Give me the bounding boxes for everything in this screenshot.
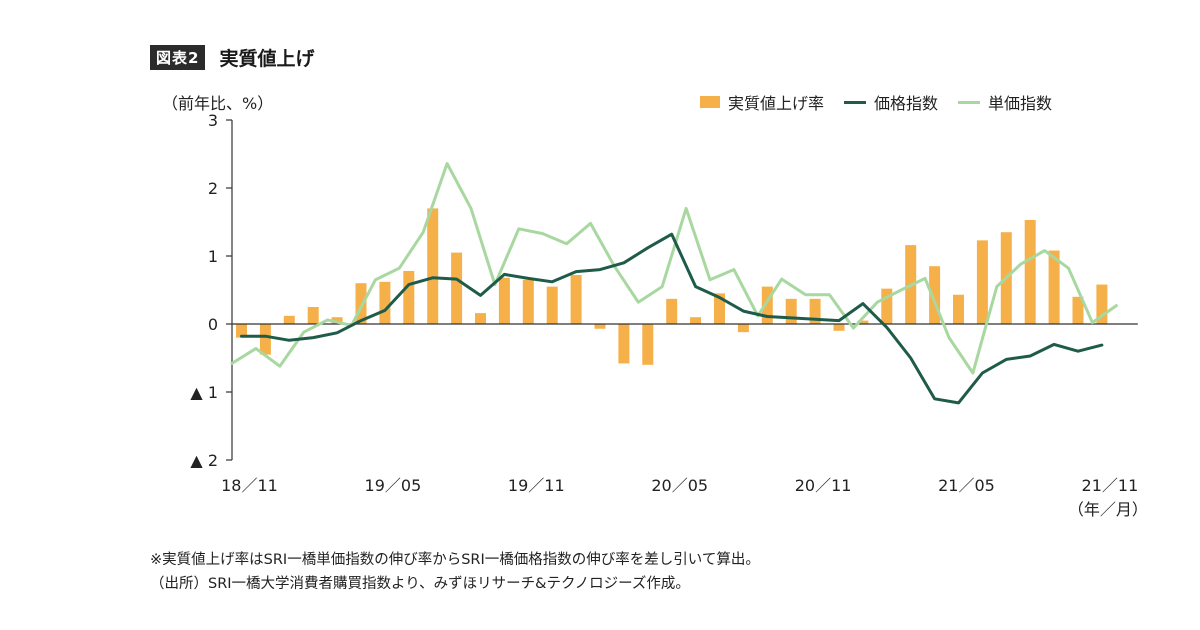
- bar: [355, 283, 367, 324]
- x-tick-label: 19／05: [365, 476, 422, 495]
- bar: [427, 208, 439, 324]
- footnote-method: ※実質値上げ率はSRI一橋単価指数の伸び率からSRI一橋価格指数の伸び率を差し引…: [150, 552, 760, 568]
- legend-swatch-price-index: [843, 100, 866, 104]
- bar: [690, 317, 702, 324]
- bar: [594, 324, 606, 329]
- y-axis-unit-label: （前年比、%）: [162, 94, 274, 113]
- y-tick-label: 0: [208, 315, 218, 334]
- footnotes: ※実質値上げ率はSRI一橋単価指数の伸び率からSRI一橋価格指数の伸び率を差し引…: [150, 548, 760, 596]
- bar: [379, 281, 391, 324]
- y-tick-label: 3: [208, 111, 218, 130]
- bar: [785, 298, 797, 324]
- x-tick-label: 20／05: [651, 476, 708, 495]
- bar: [570, 275, 582, 324]
- chart-legend: 実質値上げ率 価格指数 単価指数: [680, 90, 1052, 114]
- bar: [1072, 296, 1084, 324]
- bar: [1096, 284, 1108, 324]
- bar: [522, 279, 534, 324]
- bar: [403, 270, 415, 324]
- bar: [833, 324, 845, 331]
- legend-swatch-bar: [699, 96, 720, 108]
- x-tick-label: 21／11: [1082, 476, 1139, 495]
- legend-item-price-index: 価格指数: [843, 90, 938, 114]
- bar: [283, 315, 295, 324]
- y-tick-label: 1: [208, 247, 218, 266]
- bar: [666, 298, 678, 324]
- bar: [236, 324, 247, 338]
- bar: [546, 286, 558, 324]
- bar: [307, 307, 319, 324]
- x-axis-unit-label: （年／月）: [1068, 500, 1148, 519]
- bar: [259, 324, 271, 355]
- x-tick-label: 18／11: [221, 476, 278, 495]
- bar: [857, 320, 869, 324]
- bar: [475, 313, 486, 324]
- legend-item-bar: 実質値上げ率: [699, 90, 824, 114]
- bar: [809, 298, 821, 324]
- bar: [953, 294, 964, 324]
- legend-item-unit-price-index: 単価指数: [957, 90, 1052, 114]
- price-index-line: [240, 232, 1104, 405]
- bar: [451, 252, 463, 324]
- legend-label-price-index: 価格指数: [873, 94, 938, 113]
- y-tick-label: ▲ 2: [190, 451, 218, 470]
- bar: [929, 266, 941, 324]
- x-tick-label: 21／05: [938, 476, 995, 495]
- legend-label-bar: 実質値上げ率: [727, 94, 824, 113]
- bar: [714, 293, 725, 324]
- figure-tag: 図表2: [150, 45, 206, 70]
- footnote-source: （出所）SRI一橋大学消費者購買指数より、みずほリサーチ&テクノロジーズ作成。: [150, 576, 690, 592]
- bar: [976, 240, 988, 324]
- bar: [737, 324, 749, 333]
- x-tick-label: 19／11: [508, 476, 565, 495]
- bar: [761, 286, 773, 324]
- unit-price-index-line: [230, 162, 1118, 375]
- y-tick-label: ▲ 1: [190, 383, 218, 402]
- y-tick-label: 2: [208, 179, 218, 198]
- bar: [881, 288, 893, 324]
- bar: [642, 324, 654, 365]
- legend-label-unit-price-index: 単価指数: [987, 94, 1052, 113]
- x-tick-label: 20／11: [795, 476, 852, 495]
- legend-swatch-unit-price-index: [957, 100, 980, 104]
- bar: [498, 277, 510, 324]
- figure-header: 図表2 実質値上げ: [150, 44, 314, 71]
- bar: [1048, 250, 1060, 324]
- bar: [618, 324, 630, 364]
- chart-title: 実質値上げ: [219, 48, 315, 70]
- bar: [1024, 219, 1036, 324]
